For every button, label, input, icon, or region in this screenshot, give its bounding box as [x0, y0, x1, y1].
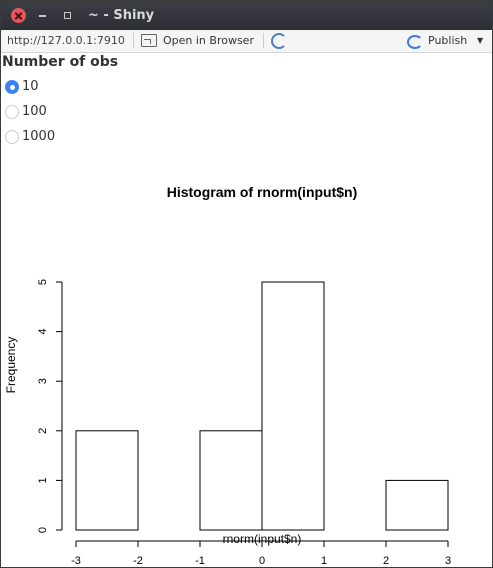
x-tick-label: -2 [133, 555, 143, 565]
open-in-browser-label: Open in Browser [163, 34, 254, 47]
number-of-obs-label: Number of obs [2, 54, 119, 70]
publish-button[interactable]: Publish ▼ [405, 30, 489, 51]
histogram-bar [75, 430, 139, 531]
title-bar: ~ - Shiny [1, 1, 492, 30]
shiny-app-content: Number of obs 10 100 1000 Histogram of r… [1, 53, 492, 567]
radio-button[interactable] [5, 80, 19, 94]
maximize-window-icon[interactable] [59, 8, 74, 23]
histogram-bars [75, 281, 449, 531]
radio-label: 100 [22, 104, 47, 119]
histogram-bar [199, 430, 263, 531]
chevron-down-icon: ▼ [477, 36, 484, 45]
radio-label: 10 [22, 79, 39, 94]
x-tick-label: 3 [445, 555, 451, 565]
chart-title: Histogram of rnorm(input$n) [167, 184, 358, 200]
x-tick-label: -1 [195, 555, 205, 565]
url-text: http://127.0.0.1:7910 [7, 34, 125, 47]
window-title: ~ - Shiny [88, 8, 155, 23]
x-tick-label: 2 [383, 555, 389, 565]
toolbar-divider [263, 33, 264, 48]
radio-button[interactable] [5, 105, 19, 119]
minimize-window-icon[interactable] [35, 8, 50, 23]
x-tick-label: -3 [71, 555, 81, 565]
y-axis-label: Frequency [4, 337, 18, 394]
histogram-bar [261, 281, 325, 531]
radio-label: 1000 [22, 129, 56, 144]
y-tick-label: 3 [37, 378, 49, 384]
x-tick-label: 0 [259, 555, 265, 565]
viewer-toolbar: http://127.0.0.1:7910 Open in Browser Pu… [1, 30, 492, 53]
x-axis: -3 -2 -1 0 1 2 3 [71, 540, 451, 565]
histogram-bar [385, 479, 449, 531]
y-tick-label: 5 [37, 279, 49, 285]
publish-icon [407, 35, 423, 49]
x-axis-label: rnorm(input$n) [223, 532, 302, 546]
y-axis: 0 1 2 3 4 5 [37, 279, 63, 533]
y-tick-label: 2 [37, 428, 49, 434]
y-tick-label: 0 [37, 527, 49, 533]
toolbar-divider [133, 33, 134, 48]
x-tick-label: 1 [321, 555, 327, 565]
histogram-plot: Histogram of rnorm(input$n) -3 -2 -1 0 1 2 3 0… [4, 184, 451, 565]
open-in-browser-icon [141, 34, 157, 47]
radio-button[interactable] [5, 130, 19, 144]
y-tick-label: 1 [37, 477, 49, 483]
publish-label: Publish [428, 34, 468, 47]
refresh-icon[interactable] [271, 33, 287, 49]
y-tick-label: 4 [37, 329, 49, 335]
close-window-icon[interactable] [11, 8, 26, 23]
